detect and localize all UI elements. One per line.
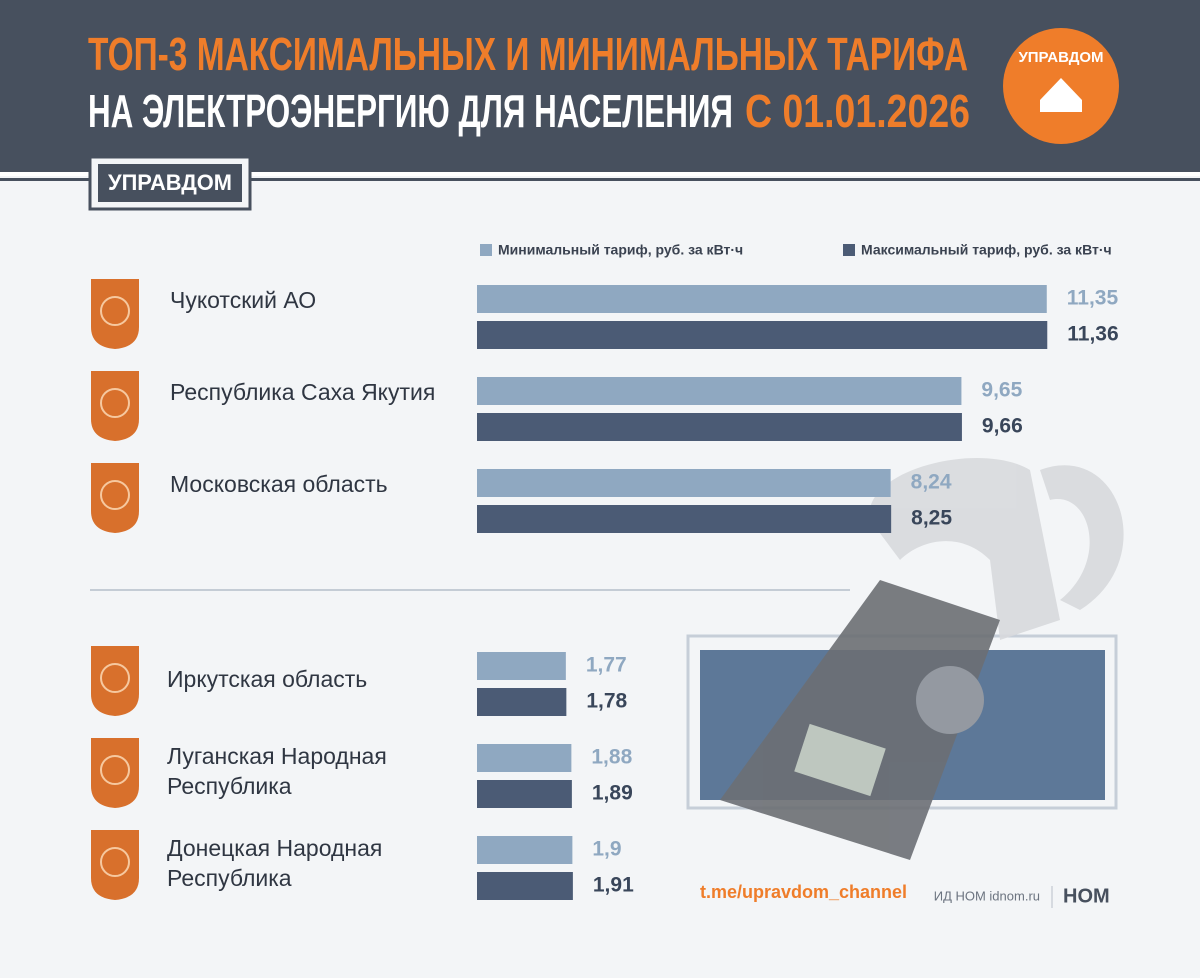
bar	[477, 469, 891, 497]
bar	[477, 377, 962, 405]
value-label: 11,35	[1067, 287, 1119, 310]
value-label: 8,24	[911, 471, 952, 494]
header-band	[0, 0, 1200, 172]
emblem	[91, 371, 139, 441]
footer-brand: НОМ	[1063, 885, 1110, 907]
emblem-detail	[100, 480, 130, 510]
legend-swatch	[843, 244, 855, 256]
emblem-detail	[100, 388, 130, 418]
bar	[477, 285, 1047, 313]
legend-label: Минимальный тариф, руб. за кВт·ч	[498, 242, 743, 258]
footer-source: ИД НОМ idnom.ru	[934, 888, 1040, 903]
clamp-meter	[720, 458, 1124, 860]
badge-text: УПРАВДОМ	[108, 170, 232, 195]
bar	[477, 836, 573, 864]
emblem	[91, 738, 139, 808]
chart-title: ТОП-3 МАКСИМАЛЬНЫХ И МИНИМАЛЬНЫХ ТАРИФА	[88, 28, 968, 80]
emblem	[91, 463, 139, 533]
value-label: 1,91	[593, 874, 634, 897]
value-label: 8,25	[911, 507, 952, 530]
logo-house	[1040, 78, 1082, 112]
meter-jaw	[869, 458, 1060, 640]
meter-dial	[916, 666, 984, 734]
bar	[477, 413, 962, 441]
emblem-detail	[100, 663, 130, 693]
subtitle-date: С 01.01.2026	[745, 85, 970, 137]
value-label: 9,66	[982, 415, 1023, 438]
category-label: Луганская Народная Республика	[167, 743, 387, 799]
emblem	[91, 830, 139, 900]
value-label: 1,78	[586, 690, 627, 713]
header-rule	[0, 172, 1200, 176]
category-label: Донецкая Народная Республика	[167, 835, 383, 891]
category-label: Иркутская область	[167, 666, 368, 692]
bar	[477, 321, 1048, 349]
legend-label: Максимальный тариф, руб. за кВт·ч	[861, 242, 1112, 258]
bar	[477, 505, 892, 533]
value-label: 1,88	[591, 746, 632, 769]
bar	[477, 688, 567, 716]
value-label: 1,77	[586, 654, 627, 677]
value-label: 11,36	[1067, 323, 1118, 346]
header-rule	[0, 178, 1200, 181]
value-label: 9,65	[981, 379, 1022, 402]
meter-body	[720, 580, 1000, 860]
emblem-detail	[100, 755, 130, 785]
bar	[477, 872, 573, 900]
emblem-detail	[100, 296, 130, 326]
value-label: 1,89	[592, 782, 633, 805]
value-label: 1,9	[592, 838, 621, 861]
category-label: Московская область	[170, 471, 388, 497]
bar	[477, 652, 566, 680]
meter-jaw	[1040, 465, 1124, 610]
chart-subtitle: НА ЭЛЕКТРОЭНЕРГИЮ ДЛЯ НАСЕЛЕНИЯ	[88, 85, 733, 137]
footer-link: t.me/upravdom_channel	[700, 882, 907, 902]
emblem	[91, 279, 139, 349]
emblem-detail	[100, 847, 130, 877]
bar	[477, 780, 572, 808]
meter-screen	[794, 723, 886, 797]
category-label: Республика Саха Якутия	[170, 379, 436, 405]
bar	[477, 744, 572, 772]
legend-swatch	[480, 244, 492, 256]
category-label: Чукотский АО	[170, 287, 317, 313]
badge	[98, 164, 242, 202]
emblem	[91, 646, 139, 716]
logo-text: УПРАВДОМ	[1018, 49, 1103, 66]
